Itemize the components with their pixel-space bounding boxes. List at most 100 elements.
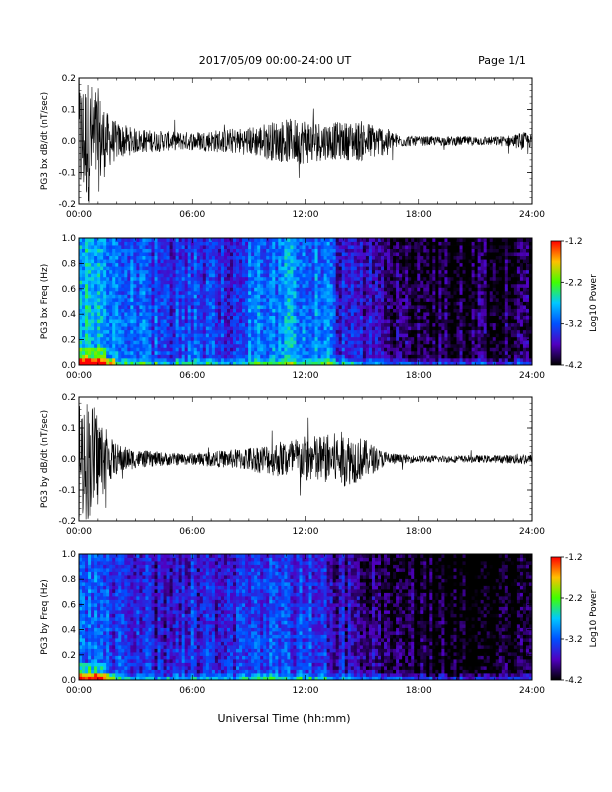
spectrogram-cell (332, 294, 337, 299)
spectrogram-cell (88, 340, 92, 345)
spectrogram-cell (387, 354, 391, 359)
spectrogram-cell (290, 287, 294, 292)
spectrogram-cell (154, 322, 158, 327)
spectrogram-cell (151, 287, 155, 292)
spectrogram-cell (151, 245, 155, 249)
spectrogram-cell (202, 266, 207, 271)
spectrogram-cell (269, 273, 273, 278)
spectrogram-cell (296, 238, 300, 242)
spectrogram-cell (353, 241, 358, 246)
spectrogram-cell (226, 280, 231, 285)
spectrogram-cell (429, 269, 433, 274)
spectrogram-cell (178, 266, 183, 271)
spectrogram-cell (468, 273, 472, 278)
spectrogram-cell (477, 248, 482, 253)
spectrogram-cell (329, 329, 334, 334)
spectrogram-cell (381, 308, 385, 313)
spectrogram-cell (287, 336, 291, 341)
spectrogram-cell (202, 315, 207, 320)
spectrogram-cell (356, 340, 361, 345)
spectrogram-cell (320, 322, 325, 327)
spectrogram-cell (133, 361, 137, 366)
spectrogram-cell (214, 343, 219, 348)
spectrogram-cell (187, 241, 192, 246)
spectrogram-cell (362, 326, 367, 331)
spectrogram-cell (91, 269, 95, 274)
spectrogram-cell (136, 297, 140, 302)
spectrogram-cell (480, 350, 485, 355)
spectrogram-cell (293, 280, 297, 285)
spectrogram-cell (293, 347, 297, 352)
spectrogram-cell (178, 248, 183, 253)
spectrogram-cell (462, 312, 466, 317)
spectrogram-cell (181, 301, 186, 306)
spectrogram-cell (444, 273, 448, 278)
spectrogram-cell (326, 241, 331, 246)
spectrogram-cell (420, 361, 424, 366)
spectrogram-cell (239, 252, 243, 257)
spectrogram-cell (251, 294, 255, 299)
spectrogram-cell (248, 354, 252, 359)
spectrogram-cell (275, 287, 279, 292)
spectrogram-cell (245, 312, 249, 317)
spectrogram-cell (281, 290, 285, 295)
spectrogram-cell (130, 273, 134, 278)
spectrogram-cell (184, 266, 189, 271)
spectrogram-cell (353, 312, 358, 317)
spectrogram-cell (338, 326, 343, 331)
spectrogram-cell (172, 294, 177, 299)
spectrogram-cell (429, 238, 433, 242)
spectrogram-cell (275, 280, 279, 285)
spectrogram-cell (145, 290, 149, 295)
spectrogram-cell (254, 333, 258, 338)
spectrogram-cell (371, 248, 376, 253)
spectrogram-cell (223, 273, 228, 278)
spectrogram-cell (323, 287, 328, 292)
spectrogram-cell (257, 276, 261, 281)
spectrogram-cell (178, 326, 183, 331)
spectrogram-cell (414, 248, 418, 253)
spectrogram-cell (344, 347, 349, 352)
spectrogram-cell (187, 287, 192, 292)
spectrogram-cell (248, 273, 252, 278)
spectrogram-cell (350, 301, 355, 306)
spectrogram-cell (317, 301, 321, 306)
spectrogram-cell (130, 266, 134, 271)
spectrogram-cell (444, 319, 448, 324)
spectrogram-cell (308, 322, 312, 327)
spectrogram-cell (133, 238, 137, 242)
spectrogram-cell (245, 326, 249, 331)
spectrogram-cell (166, 294, 170, 299)
spectrogram-cell (260, 276, 264, 281)
spectrogram-cell (157, 326, 161, 331)
spectrogram-cell (196, 241, 201, 246)
spectrogram-cell (217, 266, 222, 271)
spectrogram-cell (178, 294, 183, 299)
spectrogram-cell (275, 361, 279, 366)
spectrogram-cell (91, 301, 95, 306)
spectrogram-cell (408, 262, 412, 267)
spectrogram-cell (480, 280, 485, 285)
spectrogram-cell (405, 357, 409, 362)
spectrogram-cell (329, 319, 334, 324)
spectrogram-cell (248, 329, 252, 334)
spectrogram-cell (148, 319, 152, 324)
spectrogram-cell (278, 259, 282, 264)
spectrogram-cell (453, 312, 457, 317)
spectrogram-cell (94, 329, 98, 334)
spectrogram-cell (118, 283, 122, 288)
spectrogram-cell (381, 238, 385, 242)
spectrogram-cell (308, 308, 312, 313)
spectrogram-cell (263, 280, 267, 285)
spectrogram-cell (109, 312, 113, 317)
spectrogram-cell (465, 361, 469, 366)
spectrogram-cell (214, 262, 219, 267)
spectrogram-cell (236, 333, 240, 338)
spectrogram-cell (139, 294, 143, 299)
spectrogram-cell (172, 252, 177, 257)
spectrogram-cell (254, 322, 258, 327)
spectrogram-cell (127, 357, 131, 362)
spectrogram-cell (97, 336, 101, 341)
spectrogram-cell (293, 238, 297, 242)
spectrogram-cell (477, 262, 482, 267)
